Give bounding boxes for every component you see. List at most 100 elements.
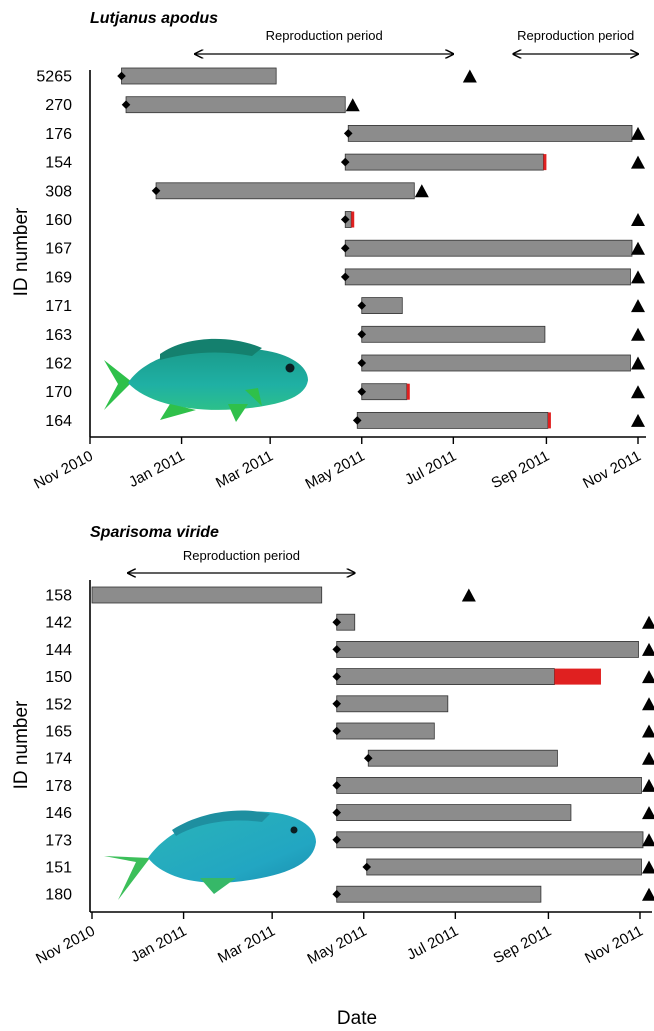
x-tick-label: Sep 2011 [489, 448, 553, 493]
id-labels-lutjanus: 5265 270 176 154 308 160 167 169 171 163 162 170 164 [36, 69, 72, 430]
id-label: 171 [45, 298, 72, 315]
end-triangle-marker [642, 697, 654, 711]
start-diamond-marker [332, 617, 342, 627]
end-triangle-marker [631, 126, 645, 140]
x-tick-label: Mar 2011 [213, 448, 276, 492]
id-label: 144 [45, 642, 72, 659]
end-triangle-marker [345, 98, 360, 112]
end-triangle-marker [642, 670, 654, 684]
id-label: 169 [45, 269, 72, 286]
x-ticks-sparisoma: Nov 2010 Jan 2011 Mar 2011 May 2011 Jul 2011… [33, 912, 646, 968]
end-triangle-marker [642, 642, 654, 656]
id-label: 5265 [36, 69, 72, 86]
end-triangle-marker [462, 69, 477, 83]
end-triangle-marker [414, 184, 429, 198]
reproduction-periods-sparisoma: Reproduction period [128, 548, 355, 573]
tracking-bar [336, 777, 642, 794]
tracking-bar [336, 831, 644, 849]
id-label: 270 [45, 97, 72, 114]
id-label: 167 [45, 241, 72, 258]
end-triangle-marker [631, 413, 645, 427]
x-tick-label: Mar 2011 [215, 923, 278, 967]
id-label: 152 [45, 696, 72, 713]
x-tick-label: Nov 2010 [31, 448, 96, 493]
end-triangle-marker [631, 270, 645, 284]
id-label: 151 [45, 860, 72, 877]
id-label: 142 [45, 615, 72, 632]
start-diamond-marker [332, 835, 342, 845]
tracking-bar [361, 383, 408, 401]
x-tick-label: Nov 2011 [582, 923, 646, 968]
tracking-bar [361, 297, 403, 315]
x-tick-label: May 2011 [302, 448, 367, 493]
start-diamond-marker [357, 358, 367, 368]
y-axis-title-lutjanus: ID number [11, 207, 32, 296]
tracking-bar [367, 749, 558, 767]
tracking-bar [336, 641, 639, 658]
flag-segment [406, 383, 410, 400]
id-label: 178 [45, 778, 72, 795]
tracking-bar [336, 695, 449, 713]
end-triangle-marker [642, 778, 654, 792]
reproduction-period-label: Reproduction period [183, 548, 300, 563]
x-tick-label: Jan 2011 [126, 448, 187, 491]
tracking-bar [361, 354, 631, 372]
id-label: 146 [45, 805, 72, 822]
x-tick-label: Jul 2011 [402, 448, 459, 489]
end-triangle-marker [642, 615, 654, 629]
end-triangle-marker [642, 887, 654, 901]
chart-panel-lutjanus: Lutjanus apodus Reproduction period Repro… [11, 10, 646, 493]
start-diamond-marker [340, 157, 350, 167]
tracking-bar [336, 668, 555, 685]
tracking-bar [344, 153, 544, 171]
start-diamond-marker [151, 186, 161, 196]
end-triangle-marker [642, 860, 654, 874]
start-diamond-marker [332, 672, 342, 681]
id-label: 308 [45, 183, 72, 200]
start-diamond-marker [332, 645, 342, 654]
end-triangle-marker [642, 724, 654, 738]
tracking-bar [125, 96, 346, 114]
bars-sparisoma [91, 586, 654, 903]
end-triangle-marker [631, 155, 645, 169]
tracking-bar [336, 885, 542, 903]
x-tick-label: Jan 2011 [128, 923, 189, 966]
chart-panel-sparisoma: Sparisoma viride Reproduction period 158… [11, 524, 654, 1029]
id-label: 154 [45, 155, 72, 172]
end-triangle-marker [642, 751, 654, 765]
end-triangle-marker [631, 356, 645, 370]
parrotfish-illustration [104, 810, 316, 900]
y-axis-title-sparisoma: ID number [11, 700, 32, 789]
bars-lutjanus [117, 67, 645, 429]
end-triangle-marker [631, 299, 645, 313]
id-label: 170 [45, 384, 72, 401]
tracking-bar [336, 804, 572, 821]
start-diamond-marker [357, 301, 367, 310]
id-label: 180 [45, 887, 72, 904]
start-diamond-marker [332, 889, 342, 899]
start-diamond-marker [117, 71, 126, 81]
id-label: 150 [45, 669, 72, 686]
axes-lutjanus [89, 70, 646, 438]
start-diamond-marker [332, 726, 342, 736]
x-tick-label: May 2011 [304, 923, 369, 968]
end-triangle-marker [461, 588, 476, 602]
tracking-bar [336, 722, 435, 740]
start-diamond-marker [340, 272, 350, 282]
flag-segment [351, 211, 355, 228]
tracking-bar [361, 325, 546, 343]
id-label: 174 [45, 751, 72, 768]
start-diamond-marker [352, 416, 362, 425]
start-diamond-marker [340, 215, 350, 224]
start-diamond-marker [332, 808, 342, 817]
panel-title-lutjanus: Lutjanus apodus [90, 10, 218, 27]
start-diamond-marker [121, 100, 131, 109]
end-triangle-marker [642, 833, 654, 847]
id-label: 162 [45, 356, 72, 373]
gray-snapper-illustration [104, 338, 308, 422]
start-diamond-marker [357, 387, 367, 396]
id-label: 173 [45, 832, 72, 849]
x-tick-label: Jul 2011 [404, 923, 461, 964]
id-label: 165 [45, 724, 72, 741]
